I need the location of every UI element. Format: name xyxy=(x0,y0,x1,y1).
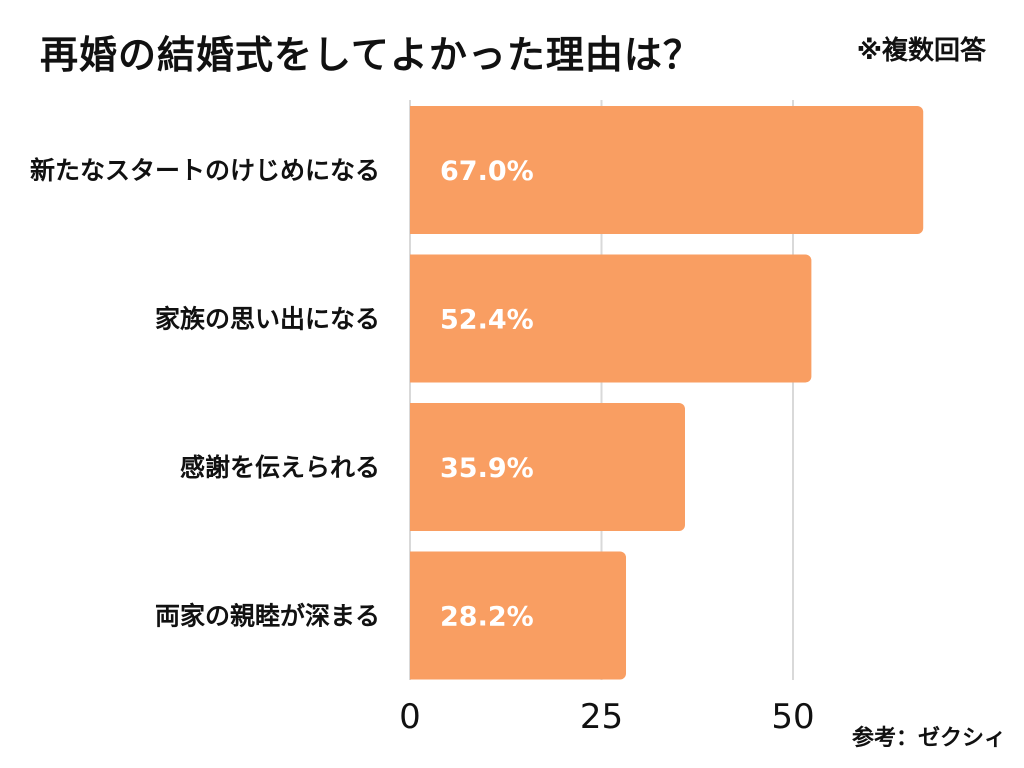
category-label-1: 新たなスタートのけじめになる xyxy=(30,156,380,185)
source-credit: 参考：ゼクシィ xyxy=(851,726,1006,751)
value-label-1: 67.0% xyxy=(440,156,534,187)
bar-3 xyxy=(410,403,685,531)
bar-4 xyxy=(410,551,627,680)
chart-title: 再婚の結婚式をしてよかった理由は？ xyxy=(40,33,702,77)
bar-4-edge xyxy=(410,551,417,680)
bar-1 xyxy=(410,106,924,234)
category-label-4: 両家の親睦が深まる xyxy=(155,602,380,631)
category-label-2: 家族の思い出になる xyxy=(155,305,380,334)
category-label-3: 感謝を伝えられる xyxy=(180,453,380,482)
bar-2-edge xyxy=(410,254,417,383)
multiple-answer-note: ※複数回答 xyxy=(856,36,986,66)
bar-3-edge xyxy=(410,403,417,531)
bar-2 xyxy=(410,254,812,383)
tick-label-25: 25 xyxy=(580,697,623,737)
bar-1-edge xyxy=(410,106,417,234)
value-label-4: 28.2% xyxy=(440,602,534,633)
tick-label-0: 0 xyxy=(399,697,421,737)
value-label-2: 52.4% xyxy=(440,305,534,336)
tick-label-50: 50 xyxy=(771,697,814,737)
value-label-3: 35.9% xyxy=(440,453,534,484)
